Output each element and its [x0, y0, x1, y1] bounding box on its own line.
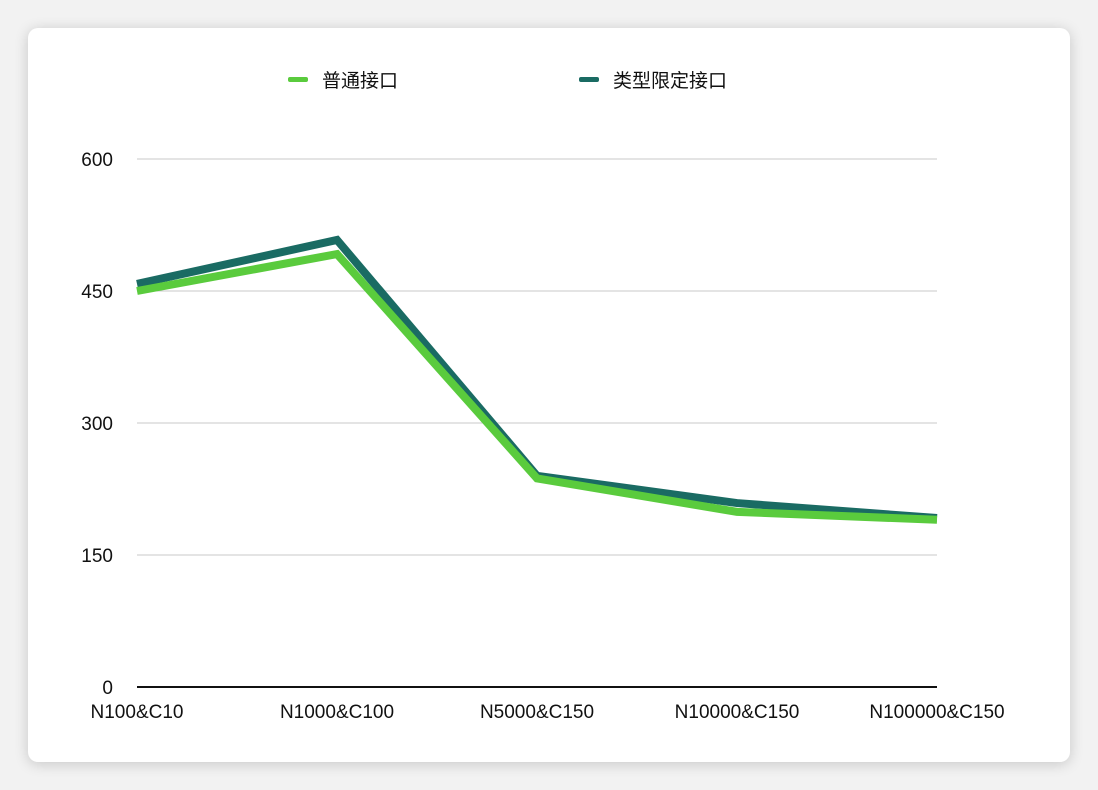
series-line [136, 249, 938, 524]
x-tick-label: N1000&C100 [280, 702, 394, 723]
legend-label: 普通接口 [322, 70, 398, 92]
x-tick-label: N100000&C150 [869, 702, 1004, 723]
legend-label: 类型限定接口 [613, 70, 727, 92]
gridlines [137, 158, 937, 556]
legend-item: 类型限定接口 [579, 70, 727, 92]
x-axis-ticks: N100&C10 N1000&C100 N5000&C150 N10000&C150 N… [91, 702, 1005, 723]
legend-swatch [288, 77, 308, 82]
y-tick-label: 300 [81, 414, 113, 435]
legend: 普通接口 类型限定接口 [288, 70, 727, 92]
chart-card [28, 28, 1070, 762]
y-tick-label: 600 [81, 150, 113, 171]
series-lines [136, 235, 938, 524]
y-tick-label: 150 [81, 546, 113, 567]
x-tick-label: N10000&C150 [675, 702, 800, 723]
x-tick-label: N100&C10 [91, 702, 184, 723]
y-tick-label: 0 [102, 678, 113, 699]
y-tick-label: 450 [81, 282, 113, 303]
legend-swatch [579, 77, 599, 82]
y-axis-ticks: 0 150 300 450 600 [81, 150, 113, 699]
x-tick-label: N5000&C150 [480, 702, 594, 723]
legend-item: 普通接口 [288, 70, 398, 92]
